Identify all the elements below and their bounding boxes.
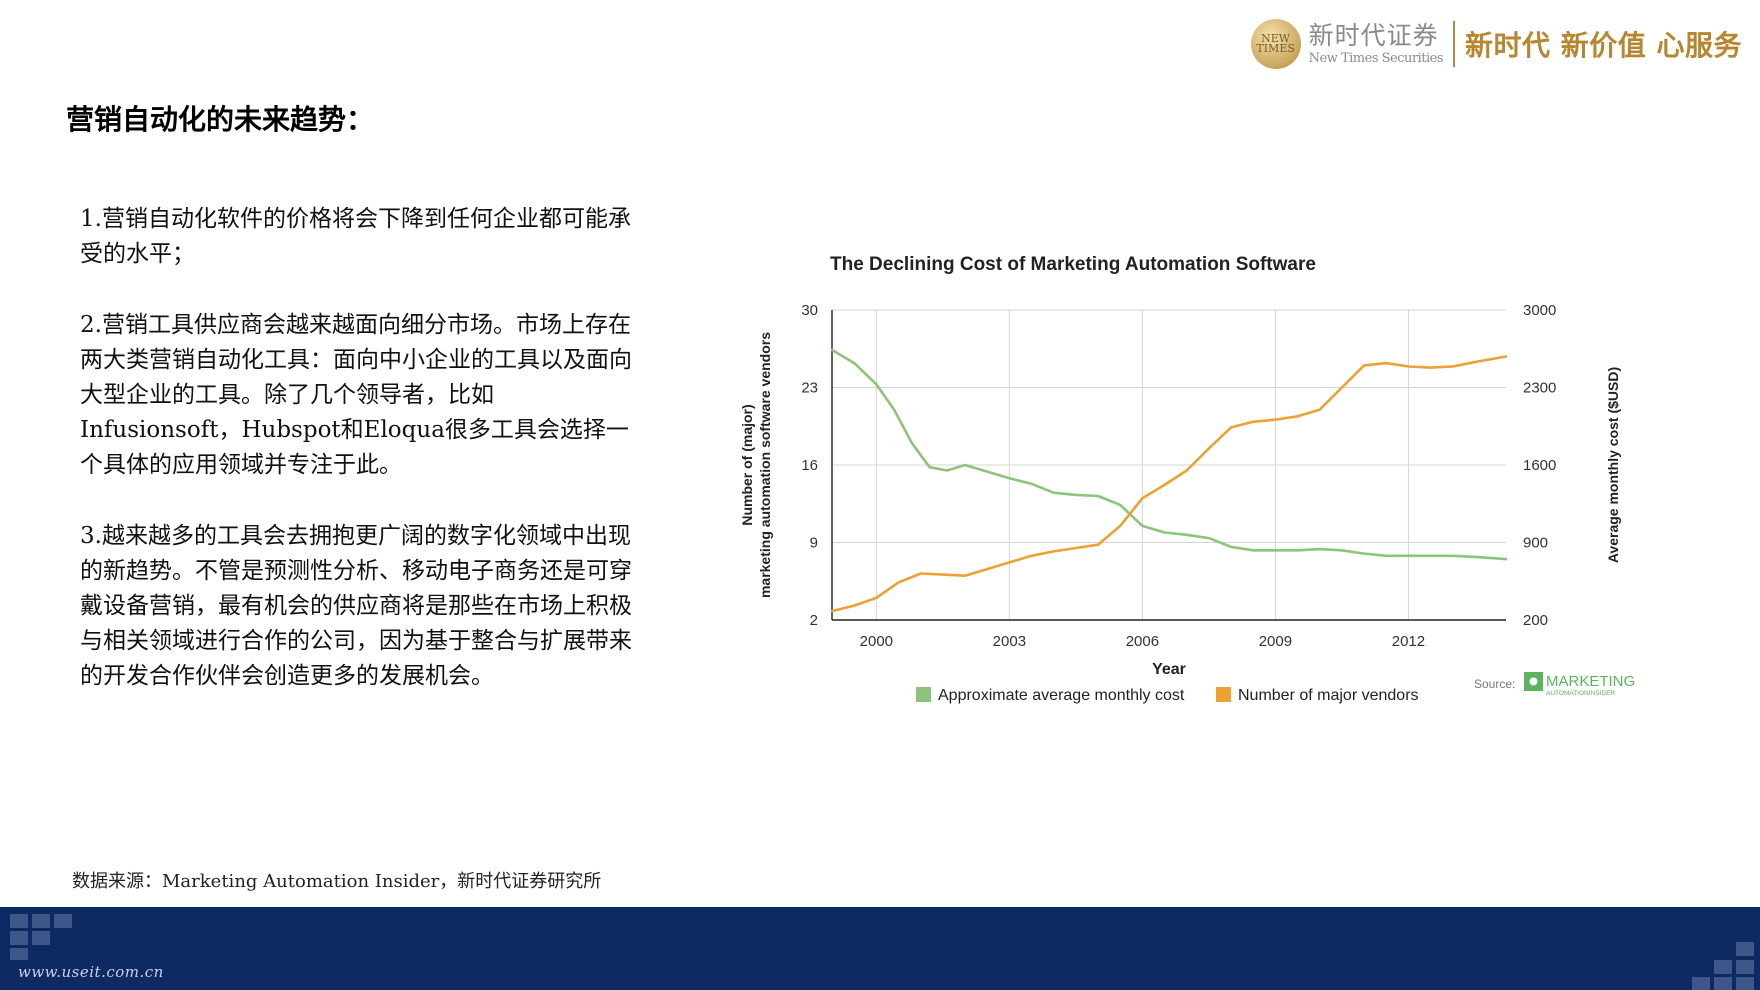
footer-decoration-square	[32, 914, 50, 928]
paragraph-price-trend: 1.营销自动化软件的价格将会下降到任何企业都可能承受的水平；	[80, 206, 631, 267]
chart-legend: Approximate average monthly cost Number o…	[916, 687, 1419, 704]
y-right-tick-label: 900	[1523, 535, 1548, 552]
data-source-note: 数据来源：Marketing Automation Insider，新时代证券研…	[72, 871, 602, 892]
footer-url: www.useit.com.cn	[18, 963, 164, 981]
footer-decoration-square	[1714, 977, 1732, 990]
new-times-logo-icon: NEW TIMES	[1250, 19, 1301, 69]
x-tick-label: 2012	[1392, 633, 1425, 650]
footer-decoration-square	[32, 931, 50, 945]
chart-title: The Declining Cost of Marketing Automati…	[830, 254, 1316, 275]
paragraph-segmentation: 2.营销工具供应商会越来越面向细分市场。市场上存在两大类营销自动化工具：面向中小…	[80, 312, 632, 478]
source-label: Source:	[1474, 677, 1515, 691]
y-right-tick-label: 3000	[1523, 302, 1556, 319]
brand-name-cn: 新时代证券	[1308, 21, 1439, 50]
y-left-tick-label: 23	[801, 380, 818, 397]
paragraph-digital-trends: 3.越来越多的工具会去拥抱更广阔的数字化领域中出现的新趋势。不管是预测性分析、移…	[80, 523, 632, 689]
cost-vs-vendors-chart: The Declining Cost of Marketing Automati…	[739, 254, 1635, 704]
body-text: 1.营销自动化软件的价格将会下降到任何企业都可能承受的水平； 2.营销工具供应商…	[80, 202, 650, 730]
right-axis-label: Average monthly cost ($USD)	[1605, 367, 1621, 563]
x-tick-label: 2000	[860, 633, 893, 650]
footer-decoration-square	[1736, 942, 1754, 956]
y-left-tick-label: 30	[801, 302, 818, 319]
legend-swatch	[916, 687, 931, 702]
left-axis-label-line-1: Number of (major)	[739, 404, 755, 525]
brand-divider	[1453, 21, 1455, 67]
y-right-tick-label: 1600	[1523, 457, 1556, 474]
brand-header: NEW TIMES 新时代证券 New Times Securities 新时代…	[1250, 14, 1742, 74]
chart-source: Source: MARKETING AUTOMATIONINSIDER	[1474, 672, 1635, 697]
y-right-tick-label: 2300	[1523, 380, 1556, 397]
footer-decoration-square	[1714, 960, 1732, 974]
brand-name-en: New Times Securities	[1308, 51, 1444, 66]
left-axis-label-line-2: marketing automation software vendors	[757, 332, 773, 598]
footer-decoration-square	[54, 914, 72, 928]
gear-icon-center	[1529, 677, 1538, 686]
brand-names: 新时代证券 New Times Securities	[1308, 21, 1444, 67]
footer-decoration-square	[1736, 977, 1754, 990]
chart-grid	[832, 309, 1506, 621]
footer-decoration-square	[10, 931, 28, 945]
y-left-tick-label: 16	[801, 457, 818, 474]
y-left-tick-label: 2	[810, 612, 818, 629]
legend-swatch	[1216, 687, 1231, 702]
brand-slogan: 新时代 新价值 心服务	[1465, 29, 1742, 62]
legend-label: Approximate average monthly cost	[938, 687, 1185, 704]
x-axis-label: Year	[1152, 661, 1186, 678]
x-tick-label: 2003	[993, 633, 1026, 650]
source-brand-sub: AUTOMATIONINSIDER	[1546, 690, 1615, 697]
x-tick-label: 2006	[1126, 633, 1159, 650]
footer-band	[0, 907, 1760, 990]
footer-decoration-square	[10, 914, 28, 928]
x-tick-label: 2009	[1259, 633, 1292, 650]
y-right-tick-label: 200	[1523, 612, 1548, 629]
vendor-count-line	[830, 355, 1508, 613]
legend-label: Number of major vendors	[1238, 687, 1419, 704]
monthly-cost-line	[830, 348, 1508, 561]
footer-decoration-square	[1736, 960, 1754, 974]
y-left-tick-label: 9	[810, 535, 818, 552]
page-title: 营销自动化的未来趋势：	[66, 103, 375, 136]
source-brand: MARKETING	[1546, 673, 1635, 690]
footer-decoration-square	[1692, 977, 1710, 990]
footer-decoration-square	[10, 948, 28, 960]
chart-series	[830, 348, 1508, 613]
